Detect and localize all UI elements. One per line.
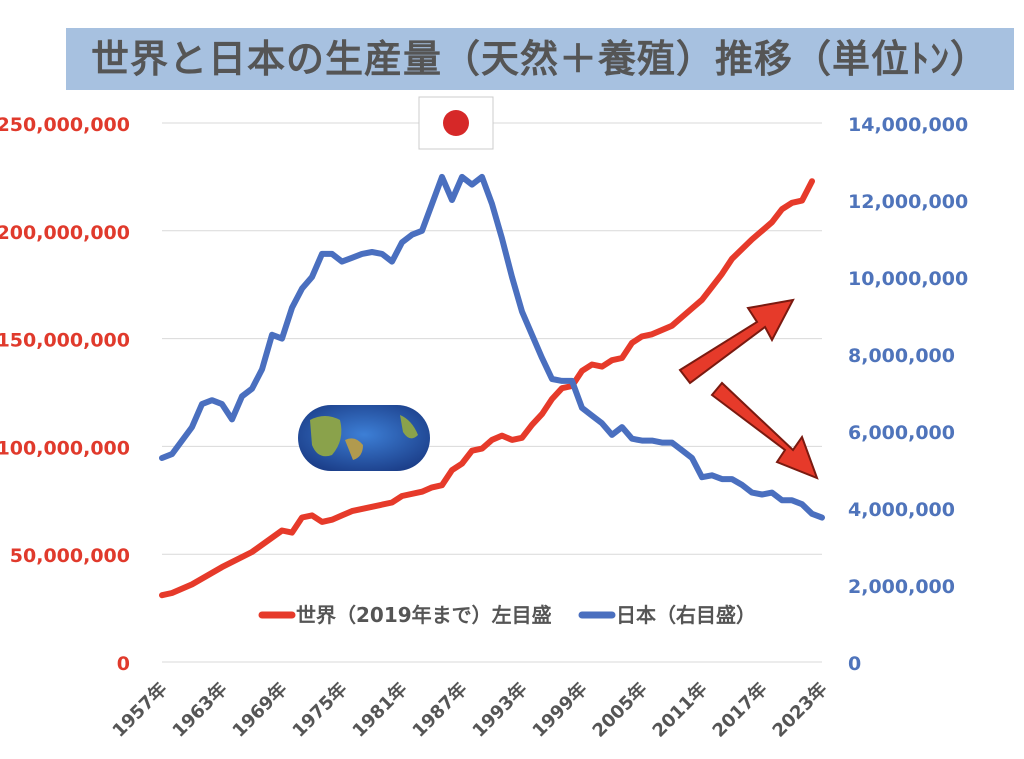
x-tick-label: 1969年 (228, 678, 292, 742)
x-tick-label: 2011年 (648, 678, 712, 742)
series-line-japan (159, 173, 825, 521)
left-tick-label: 200,000,000 (0, 222, 130, 244)
x-tick-label: 1981年 (348, 678, 412, 742)
left-tick-label: 100,000,000 (0, 437, 130, 459)
series-lines (159, 173, 825, 599)
x-tick-label: 2017年 (708, 678, 772, 742)
left-tick-label: 0 (117, 653, 130, 675)
x-tick-label: 2023年 (768, 678, 832, 742)
legend-label: 日本（右目盛） (616, 603, 756, 627)
legend-label: 世界（2019年まで）左目盛 (296, 603, 552, 627)
x-tick-label: 1993年 (468, 678, 532, 742)
left-tick-label: 50,000,000 (10, 545, 130, 567)
chart-title: 世界と日本の生産量（天然＋養殖）推移（単位ﾄﾝ） (66, 28, 1014, 90)
japan-flag-icon (418, 96, 494, 150)
right-tick-label: 10,000,000 (848, 268, 968, 290)
x-tick-label: 1975年 (288, 678, 352, 742)
down-arrow-icon (710, 381, 819, 480)
left-tick-label: 150,000,000 (0, 330, 130, 352)
right-tick-label: 14,000,000 (848, 114, 968, 136)
legend: 世界（2019年まで）左目盛 日本（右目盛） (258, 603, 756, 627)
right-tick-label: 0 (848, 653, 861, 675)
x-tick-label: 1987年 (408, 678, 472, 742)
left-tick-label: 250,000,000 (0, 114, 130, 136)
right-axis-ticks: 0 2,000,000 4,000,000 6,000,000 8,000,000 10,… (848, 114, 968, 675)
right-tick-label: 6,000,000 (848, 422, 955, 444)
world-map-icon (298, 405, 430, 471)
x-axis-ticks: 1957年1963年1969年1975年1981年1987年1993年1999年… (108, 678, 832, 742)
x-tick-label: 1999年 (528, 678, 592, 742)
right-tick-label: 8,000,000 (848, 345, 955, 367)
x-tick-label: 2005年 (588, 678, 652, 742)
series-line-world (159, 178, 815, 599)
right-tick-label: 2,000,000 (848, 576, 955, 598)
right-tick-label: 12,000,000 (848, 191, 968, 213)
x-tick-label: 1957年 (108, 678, 172, 742)
right-tick-label: 4,000,000 (848, 499, 955, 521)
up-arrow-icon (678, 298, 795, 385)
left-axis-ticks: 0 50,000,000 100,000,000 150,000,000 200,000… (0, 114, 130, 675)
x-tick-label: 1963年 (168, 678, 232, 742)
